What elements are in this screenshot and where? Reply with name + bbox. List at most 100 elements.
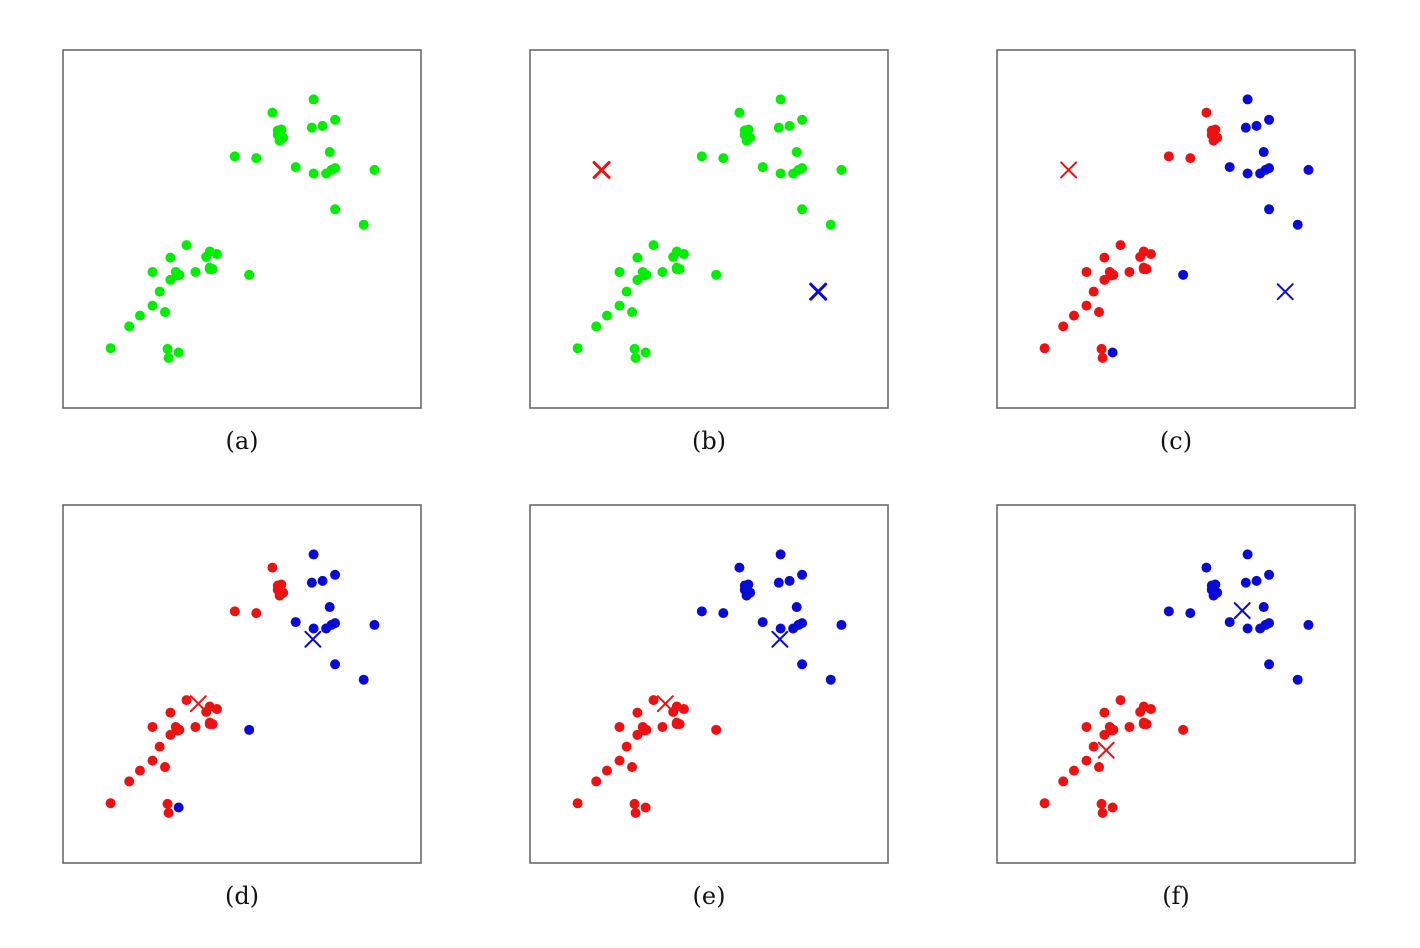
data-point-red: [572, 798, 583, 809]
data-point-green: [775, 168, 786, 179]
data-point-red: [711, 724, 722, 735]
data-point-red: [632, 707, 643, 718]
data-point-red: [1124, 721, 1135, 732]
centroid-marker-blue: [1276, 283, 1294, 301]
data-point-red: [165, 707, 176, 718]
data-point-green: [330, 204, 341, 215]
data-point-green: [276, 124, 287, 135]
data-point-red: [105, 798, 116, 809]
data-point-red: [211, 704, 222, 715]
data-point-blue: [1107, 347, 1118, 358]
data-point-green: [172, 270, 183, 281]
data-point-blue: [244, 724, 255, 735]
data-point-green: [134, 310, 145, 321]
data-point-blue: [1224, 162, 1235, 173]
data-point-green: [204, 264, 215, 275]
caption-c: (c): [1159, 427, 1193, 455]
data-point-blue: [1242, 549, 1253, 560]
centroid-marker-blue: [809, 282, 828, 301]
data-point-red: [147, 755, 158, 766]
data-point-blue: [1251, 575, 1262, 586]
centroid-marker-red: [656, 695, 674, 713]
data-point-green: [632, 252, 643, 263]
data-point-blue: [330, 659, 341, 670]
data-point-red: [1081, 755, 1092, 766]
data-point-blue: [1240, 122, 1251, 133]
data-point-blue: [696, 606, 707, 617]
data-point-blue: [1264, 163, 1275, 174]
data-point-blue: [1303, 164, 1314, 175]
data-point-green: [797, 114, 808, 125]
data-point-red: [1145, 249, 1156, 260]
data-point-green: [369, 164, 380, 175]
data-point-red: [639, 725, 650, 736]
data-point-red: [147, 721, 158, 732]
data-point-red: [1068, 310, 1079, 321]
data-point-red: [1135, 251, 1146, 262]
data-point-red: [630, 807, 641, 818]
data-point-green: [773, 122, 784, 133]
data-point-red: [614, 721, 625, 732]
caption-f: (f): [1162, 882, 1190, 910]
data-point-red: [657, 721, 668, 732]
data-point-red: [1099, 707, 1110, 718]
data-point-green: [105, 343, 116, 354]
data-point-green: [640, 347, 651, 358]
data-point-green: [162, 343, 173, 354]
data-point-red: [671, 719, 682, 730]
data-point-green: [274, 135, 285, 146]
caption-e: (e): [692, 882, 726, 910]
data-point-blue: [797, 659, 808, 670]
data-point-red: [1106, 725, 1117, 736]
data-point-green: [621, 286, 632, 297]
plot-frame: [62, 49, 422, 409]
data-point-blue: [1264, 114, 1275, 125]
data-point-blue: [825, 674, 836, 685]
data-point-green: [591, 321, 602, 332]
data-point-red: [1145, 704, 1156, 715]
data-point-green: [711, 269, 722, 280]
data-point-blue: [718, 608, 729, 619]
data-point-green: [358, 219, 369, 230]
data-point-red: [267, 562, 278, 573]
data-point-green: [775, 94, 786, 105]
data-point-blue: [369, 619, 380, 630]
data-point-red: [614, 755, 625, 766]
data-point-blue: [1224, 617, 1235, 628]
data-point-blue: [1185, 608, 1196, 619]
data-point-red: [1201, 107, 1212, 118]
panel-b: (b): [529, 49, 889, 459]
data-point-blue: [1292, 219, 1303, 230]
data-point-blue: [1163, 606, 1174, 617]
data-point-blue: [1303, 619, 1314, 630]
data-point-red: [1138, 719, 1149, 730]
scatter-plot-e: [529, 504, 889, 864]
data-point-red: [1088, 741, 1099, 752]
centroid-marker-blue: [1233, 602, 1251, 620]
data-point-green: [614, 300, 625, 311]
data-point-red: [204, 719, 215, 730]
scatter-plot-d: [62, 504, 422, 864]
data-point-blue: [773, 577, 784, 588]
data-point-red: [1096, 343, 1107, 354]
data-point-green: [244, 269, 255, 280]
data-point-red: [1208, 135, 1219, 146]
data-point-green: [657, 266, 668, 277]
centroid-marker-red: [189, 695, 207, 713]
data-point-green: [330, 163, 341, 174]
data-point-red: [251, 608, 262, 619]
data-point-blue: [1264, 204, 1275, 215]
data-point-red: [678, 704, 689, 715]
data-point-red: [162, 798, 173, 809]
data-point-green: [757, 162, 768, 173]
data-point-blue: [1242, 94, 1253, 105]
data-point-red: [629, 798, 640, 809]
data-point-green: [671, 264, 682, 275]
centroid-marker-blue: [304, 630, 322, 648]
data-point-blue: [1210, 579, 1221, 590]
data-point-red: [621, 741, 632, 752]
scatter-plot-b: [529, 49, 889, 409]
panel-e: (e): [529, 504, 889, 914]
data-point-red: [160, 762, 171, 773]
data-point-blue: [1264, 569, 1275, 580]
